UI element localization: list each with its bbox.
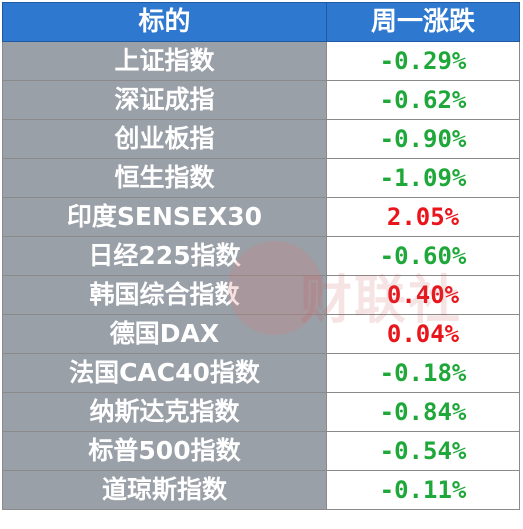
row-name: 标普500指数 bbox=[2, 431, 327, 471]
row-change: -1.09% bbox=[326, 158, 520, 198]
row-name: 印度SENSEX30 bbox=[2, 197, 327, 237]
row-change: 0.04% bbox=[326, 314, 520, 354]
row-name: 深证成指 bbox=[2, 80, 327, 120]
row-name: 创业板指 bbox=[2, 119, 327, 159]
row-change: -0.18% bbox=[326, 353, 520, 393]
row-change: 0.40% bbox=[326, 275, 520, 315]
table-row: 印度SENSEX30 2.05% bbox=[2, 197, 520, 237]
table-row: 法国CAC40指数 -0.18% bbox=[2, 353, 520, 393]
row-name: 道琼斯指数 bbox=[2, 470, 327, 510]
table-row: 纳斯达克指数 -0.84% bbox=[2, 392, 520, 432]
row-change: -0.62% bbox=[326, 80, 520, 120]
table-row: 标普500指数 -0.54% bbox=[2, 431, 520, 471]
index-change-table: 标的 周一涨跌 上证指数 -0.29% 深证成指 -0.62% 创业板指 -0.… bbox=[2, 2, 520, 510]
row-name: 法国CAC40指数 bbox=[2, 353, 327, 393]
table-row: 道琼斯指数 -0.11% bbox=[2, 470, 520, 510]
table-row: 恒生指数 -1.09% bbox=[2, 158, 520, 198]
header-row: 标的 周一涨跌 bbox=[2, 2, 520, 42]
row-name: 纳斯达克指数 bbox=[2, 392, 327, 432]
row-name: 日经225指数 bbox=[2, 236, 327, 276]
row-change: -0.90% bbox=[326, 119, 520, 159]
header-change: 周一涨跌 bbox=[326, 2, 520, 42]
row-change: -0.54% bbox=[326, 431, 520, 471]
row-change: -0.11% bbox=[326, 470, 520, 510]
row-change: -0.29% bbox=[326, 41, 520, 81]
row-change: -0.84% bbox=[326, 392, 520, 432]
row-name: 韩国综合指数 bbox=[2, 275, 327, 315]
header-name: 标的 bbox=[2, 2, 327, 42]
table-row: 创业板指 -0.90% bbox=[2, 119, 520, 159]
table-row: 韩国综合指数 0.40% bbox=[2, 275, 520, 315]
row-name: 德国DAX bbox=[2, 314, 327, 354]
table-row: 德国DAX 0.04% bbox=[2, 314, 520, 354]
table-row: 日经225指数 -0.60% bbox=[2, 236, 520, 276]
row-name: 上证指数 bbox=[2, 41, 327, 81]
table-row: 上证指数 -0.29% bbox=[2, 41, 520, 81]
row-change: -0.60% bbox=[326, 236, 520, 276]
table-row: 深证成指 -0.62% bbox=[2, 80, 520, 120]
row-name: 恒生指数 bbox=[2, 158, 327, 198]
row-change: 2.05% bbox=[326, 197, 520, 237]
